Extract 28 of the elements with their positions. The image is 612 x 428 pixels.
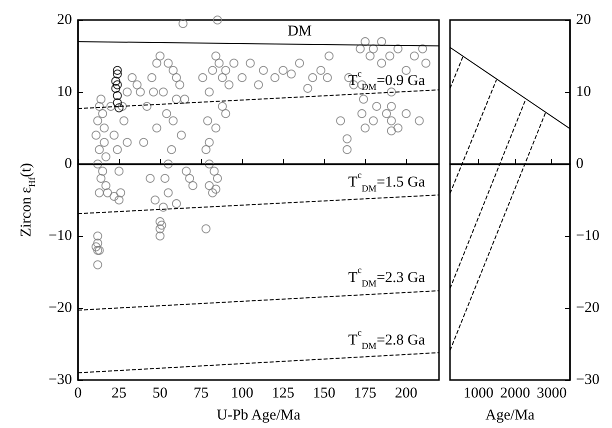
y-tick-label: −10 xyxy=(48,228,72,244)
y-tick-label: −30 xyxy=(48,372,72,388)
x-tick-label: 200 xyxy=(394,386,418,402)
y-tick-label: 10 xyxy=(57,84,72,100)
annotation: DM xyxy=(288,24,312,40)
x-axis-title: Age/Ma xyxy=(485,407,535,424)
x-tick-label: 50 xyxy=(152,386,168,402)
y-axis-title: Zircon εHf(t) xyxy=(18,162,38,238)
x-tick-label: 150 xyxy=(312,386,336,402)
y-tick-label: −20 xyxy=(48,300,72,316)
y-tick-label: 20 xyxy=(57,12,72,28)
y-tick-label: −30 xyxy=(576,372,600,388)
y-tick-label: 0 xyxy=(64,156,72,172)
x-tick-label: 175 xyxy=(354,386,376,402)
y-tick-label: −20 xyxy=(576,300,600,316)
x-tick-label: 1000 xyxy=(464,386,494,402)
x-tick-label: 75 xyxy=(194,386,209,402)
y-tick-label: −10 xyxy=(576,228,600,244)
x-tick-label: 3000 xyxy=(536,386,567,402)
x-tick-label: 0 xyxy=(74,386,82,402)
y-tick-label: 0 xyxy=(576,156,584,172)
x-tick-label: 100 xyxy=(230,386,254,402)
y-tick-label: 10 xyxy=(576,84,591,100)
x-tick-label: 2000 xyxy=(500,386,530,402)
x-tick-label: 125 xyxy=(272,386,294,402)
y-tick-label: 20 xyxy=(576,12,591,28)
x-axis-title: U-Pb Age/Ma xyxy=(216,407,301,424)
x-tick-label: 25 xyxy=(112,386,127,402)
